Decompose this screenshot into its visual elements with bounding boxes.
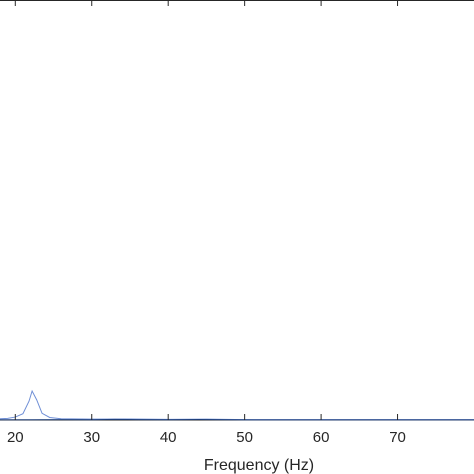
- tick-layer: 20 30 40 50 60 70: [7, 0, 406, 446]
- x-tick-label-70: 70: [389, 429, 406, 446]
- x-tick-label-20: 20: [7, 429, 24, 446]
- x-tick-label-30: 30: [83, 429, 100, 446]
- x-axis-title: Frequency (Hz): [204, 457, 314, 474]
- x-tick-label-50: 50: [236, 429, 253, 446]
- series-layer: [0, 389, 474, 421]
- x-tick-label-40: 40: [160, 429, 177, 446]
- x-tick-label-60: 60: [313, 429, 330, 446]
